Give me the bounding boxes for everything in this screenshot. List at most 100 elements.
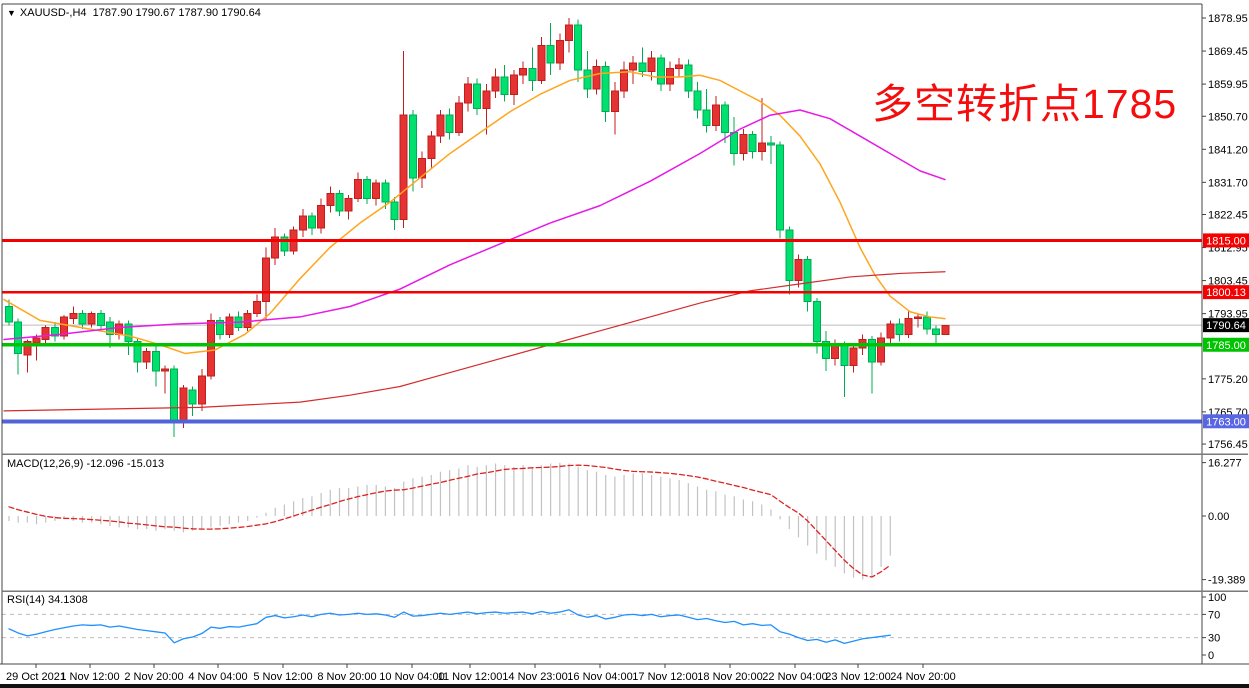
candle-body [794, 259, 803, 281]
candle-body [179, 387, 188, 424]
candle-body [757, 142, 766, 153]
x-axis-tick-label: 18 Nov 20:00 [697, 671, 762, 683]
candle-body [427, 135, 436, 160]
y-axis-tick-label: 1850.70 [1208, 111, 1248, 123]
candle-body [307, 215, 316, 229]
price-badge-1800.13 [1203, 285, 1249, 300]
candle-body [610, 90, 619, 113]
candle-body [675, 64, 684, 69]
macd-axis-tick-label: 0.00 [1208, 511, 1229, 523]
candle-body [335, 192, 344, 212]
candle-body [629, 62, 638, 71]
price-axis-labels: 1878.95 1869.45 1859.95 1850.70 1841.20 1831.… [1202, 13, 1248, 662]
y-axis-tick-label: 1869.45 [1208, 46, 1248, 58]
candle-body [271, 236, 280, 259]
candle-body [647, 57, 656, 73]
candle-body [381, 182, 390, 203]
candle-body [32, 337, 41, 344]
frame-layer [0, 3, 1249, 688]
candle-body [904, 318, 913, 335]
candle-body [5, 306, 13, 323]
candle-body [317, 205, 326, 229]
price-badge-1815.00 [1203, 233, 1249, 248]
x-axis-tick-label: 8 Nov 20:00 [317, 671, 376, 683]
y-axis-tick-label: 1831.70 [1208, 177, 1248, 189]
candle-body [225, 316, 234, 335]
candle-body [748, 133, 757, 153]
x-axis-tick-label: 24 Nov 20:00 [890, 671, 955, 683]
price-badge-1790.64 [1203, 318, 1249, 333]
candle-body [262, 257, 271, 302]
candle-body [766, 142, 775, 146]
candle-body [41, 326, 50, 341]
symbol-dropdown-icon[interactable]: ▼ [7, 8, 16, 18]
rsi-axis-tick-label: 100 [1208, 592, 1226, 604]
candle-body [243, 312, 252, 328]
rsi-axis-tick-label: 30 [1208, 633, 1220, 645]
price-badge-text: 1800.13 [1206, 287, 1246, 299]
candle-body [803, 259, 812, 302]
price-badge-1785.00 [1203, 337, 1249, 352]
candle-body [941, 324, 950, 336]
x-axis-tick-label: 11 Nov 12:00 [438, 671, 503, 683]
candle-body [684, 64, 693, 92]
candle-body [280, 236, 289, 252]
candle-body [721, 104, 730, 134]
candle-body [298, 215, 307, 231]
candle-body [665, 67, 674, 85]
candle-body [445, 114, 454, 134]
macd-indicator-label: MACD(12,26,9) -12.096 -15.013 [7, 458, 165, 470]
candle-body [564, 24, 573, 41]
candle-body [60, 316, 69, 337]
candle-body [124, 323, 133, 342]
candle-body [711, 104, 720, 127]
y-axis-tick-label: 1793.95 [1208, 309, 1248, 321]
candle-body [831, 344, 840, 360]
x-axis-tick-label: 5 Nov 12:00 [253, 671, 312, 683]
rsi-axis-tick-label: 70 [1208, 609, 1220, 621]
y-axis-tick-label: 1841.20 [1208, 144, 1248, 156]
y-axis-tick-label: 1756.45 [1208, 439, 1248, 451]
x-axis-tick-label: 23 Nov 12:00 [825, 671, 890, 683]
candle-body [436, 114, 445, 137]
ma-fast-orange [3, 70, 946, 355]
symbol-timeframe-label: XAUUSD-,H4 [19, 7, 87, 19]
candle-body [822, 340, 831, 360]
rsi-pane [2, 609, 1202, 645]
candle-body [418, 158, 427, 179]
y-axis-tick-label: 1803.45 [1208, 276, 1248, 288]
candle-body [776, 144, 785, 231]
x-axis-tick-label: 17 Nov 12:00 [632, 671, 697, 683]
candle-body [592, 66, 601, 90]
candle-body [528, 67, 537, 81]
high-value: 1790.67 [135, 7, 176, 19]
price-badge-text: 1763.00 [1206, 416, 1246, 428]
x-axis-tick-label: 29 Oct 2021 [6, 671, 66, 683]
candles-layer [5, 17, 950, 437]
rsi-line [8, 609, 891, 645]
candle-body [849, 347, 858, 367]
x-axis-tick-label: 2 Nov 20:00 [124, 671, 183, 683]
candle-body [216, 319, 225, 335]
open-value: 1787.90 [92, 7, 133, 19]
candle-body [509, 74, 518, 95]
candle-body [574, 24, 583, 71]
candle-body [464, 83, 472, 104]
candle-body [519, 67, 528, 76]
candle-body [363, 179, 372, 200]
x-axis-tick-label: 16 Nov 04:00 [567, 671, 632, 683]
candle-body [583, 69, 592, 90]
candle-body [601, 66, 610, 113]
candle-body [170, 368, 179, 422]
candle-body [390, 201, 399, 221]
candle-body [739, 133, 748, 154]
price-badge-text: 1815.00 [1206, 235, 1246, 247]
chart-annotation-text: 多空转折点1785 [872, 81, 1178, 127]
macd-axis-tick-label: -19.389 [1208, 575, 1245, 587]
rsi-indicator-label: RSI(14) 34.1308 [7, 594, 88, 606]
candle-body [895, 323, 904, 335]
candle-body [161, 368, 170, 372]
candle-body [78, 312, 87, 325]
